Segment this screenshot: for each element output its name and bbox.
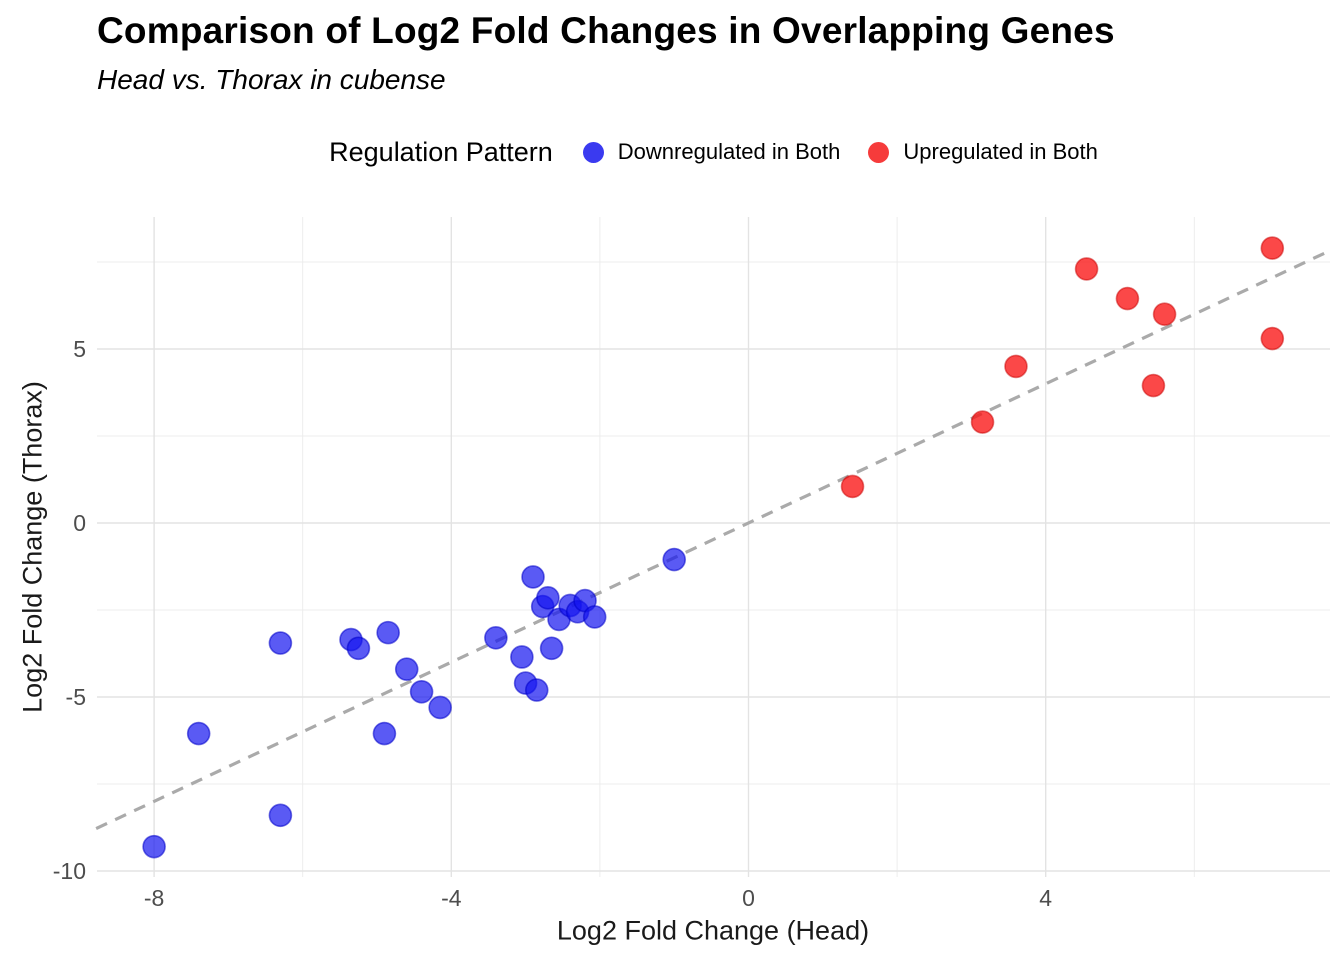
page-title: Comparison of Log2 Fold Changes in Overl… — [97, 10, 1115, 51]
data-point — [1152, 302, 1177, 327]
data-point — [1115, 286, 1140, 311]
data-point — [521, 565, 545, 589]
identity-reference-line — [95, 249, 1331, 830]
x-tick-label: 4 — [1039, 885, 1052, 911]
x-axis-title: Log2 Fold Change (Head) — [556, 915, 870, 946]
data-point — [346, 636, 371, 661]
data-point — [1260, 326, 1285, 351]
data-point — [662, 547, 687, 572]
legend-title: Regulation Pattern — [329, 136, 553, 167]
data-point — [510, 645, 534, 669]
data-point — [484, 626, 508, 650]
legend-item-label: Upregulated in Both — [903, 139, 1098, 164]
data-point — [372, 721, 397, 746]
data-point — [376, 620, 400, 645]
data-point — [582, 605, 607, 629]
data-point — [394, 657, 419, 681]
x-tick-label: 0 — [742, 885, 755, 911]
legend-item-label: Downregulated in Both — [617, 139, 841, 164]
legend-item: Upregulated in Both — [868, 139, 1098, 165]
chart-subtitle: Head vs. Thorax in cubense — [97, 64, 446, 95]
data-point — [409, 679, 434, 704]
x-tick-label: -4 — [441, 885, 462, 911]
data-point — [539, 636, 564, 661]
data-point — [1004, 354, 1028, 379]
data-point — [524, 678, 549, 702]
y-tick-label: -5 — [66, 684, 86, 710]
legend-item: Downregulated in Both — [582, 139, 841, 165]
data-point — [142, 834, 166, 859]
data-point — [1260, 236, 1285, 260]
data-point — [536, 586, 560, 610]
data-point — [970, 410, 995, 434]
y-tick-label: 0 — [73, 510, 86, 536]
data-point — [186, 721, 211, 746]
data-point — [428, 695, 452, 720]
data-point — [840, 474, 865, 499]
legend-swatch-icon — [582, 141, 604, 163]
data-point — [1074, 257, 1099, 281]
y-tick-label: 5 — [73, 336, 86, 362]
x-tick-label: -8 — [144, 885, 164, 911]
y-tick-label: -10 — [53, 858, 86, 884]
y-axis-title: Log2 Fold Change (Thorax) — [17, 381, 48, 713]
data-point — [268, 631, 293, 655]
data-point — [268, 803, 293, 828]
legend-swatch-icon — [868, 141, 890, 163]
data-point — [1141, 373, 1166, 398]
legend: Regulation Pattern Downregulated in Both… — [97, 130, 1330, 174]
legend-items: Downregulated in Both Upregulated in Both — [582, 139, 1098, 165]
